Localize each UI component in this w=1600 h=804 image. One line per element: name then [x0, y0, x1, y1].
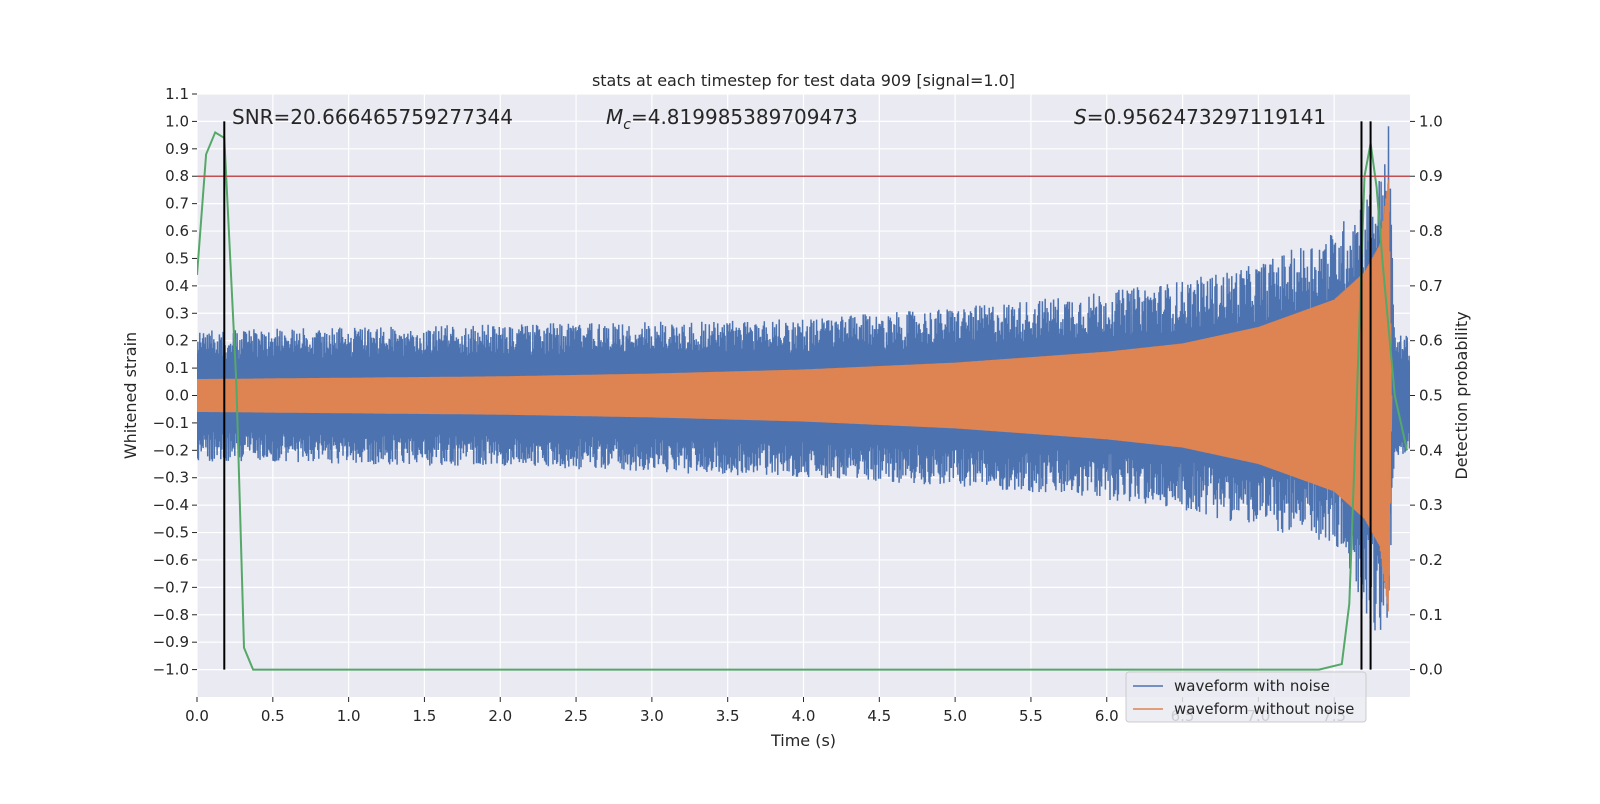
mc-symbol: M — [606, 105, 623, 129]
x-tick-label: 2.5 — [564, 707, 588, 725]
y-tick-label: −0.9 — [153, 633, 189, 651]
y-tick-label: 1.0 — [165, 112, 189, 130]
y-tick-label: −0.1 — [153, 414, 189, 432]
y-tick-label: 0.4 — [165, 277, 189, 295]
x-tick-label: 3.5 — [716, 707, 740, 725]
mc-value: =4.819985389709473 — [631, 105, 858, 129]
legend: waveform with noise waveform without noi… — [1125, 671, 1367, 723]
y2-tick-label: 0.5 — [1419, 387, 1443, 405]
score-annotation: S=0.9562473297119141 — [1074, 105, 1326, 129]
y2-tick-label: 0.0 — [1419, 661, 1443, 679]
chirp-mass-annotation: Mc=4.819985389709473 — [606, 105, 858, 133]
legend-box — [1125, 671, 1367, 723]
y2-tick-label: 0.9 — [1419, 167, 1443, 185]
y-tick-label: 1.1 — [165, 85, 189, 103]
snr-annotation: SNR=20.666465759277344 — [232, 105, 513, 129]
y2-axis-label: Detection probability — [1452, 311, 1471, 479]
y-tick-label: −0.3 — [153, 469, 189, 487]
y-tick-label: −0.8 — [153, 606, 189, 624]
y-tick-label: −1.0 — [153, 661, 189, 679]
x-tick-label: 5.5 — [1019, 707, 1043, 725]
y2-tick-label: 0.2 — [1419, 551, 1443, 569]
x-tick-label: 1.5 — [413, 707, 437, 725]
y2-tick-label: 0.6 — [1419, 332, 1443, 350]
x-tick-label: 5.0 — [943, 707, 967, 725]
y2-tick-label: 0.1 — [1419, 606, 1443, 624]
y-tick-label: 0.9 — [165, 140, 189, 158]
legend-label-clean: waveform without noise — [1174, 700, 1354, 718]
legend-label-noise: waveform with noise — [1174, 677, 1330, 695]
y-tick-label: −0.4 — [153, 496, 189, 514]
x-tick-label: 1.0 — [337, 707, 361, 725]
series-clean-line — [197, 179, 1393, 612]
y2-tick-label: 0.4 — [1419, 441, 1443, 459]
y-tick-label: 0.8 — [165, 167, 189, 185]
y-axis-label: Whitened strain — [121, 332, 140, 459]
y-tick-label: 0.5 — [165, 249, 189, 267]
x-axis-label: Time (s) — [770, 731, 836, 750]
x-tick-label: 0.5 — [261, 707, 285, 725]
x-tick-label: 3.0 — [640, 707, 664, 725]
x-tick-label: 0.0 — [185, 707, 209, 725]
y-tick-label: 0.1 — [165, 359, 189, 377]
y-tick-label: 0.2 — [165, 332, 189, 350]
y-tick-label: 0.3 — [165, 304, 189, 322]
reference-lines — [197, 121, 1410, 670]
y-tick-label: −0.5 — [153, 524, 189, 542]
y2-tick-label: 1.0 — [1419, 112, 1443, 130]
y2-tick-label: 0.3 — [1419, 496, 1443, 514]
mc-subscript: c — [623, 117, 631, 133]
y-tick-label: 0.6 — [165, 222, 189, 240]
chart-title: stats at each timestep for test data 909… — [592, 71, 1015, 90]
y-tick-label: 0.7 — [165, 195, 189, 213]
s-value: =0.9562473297119141 — [1087, 105, 1326, 129]
y2-tick-label: 0.7 — [1419, 277, 1443, 295]
x-tick-label: 4.5 — [867, 707, 891, 725]
s-symbol: S — [1074, 105, 1087, 129]
y-tick-label: −0.6 — [153, 551, 189, 569]
x-tick-label: 6.0 — [1095, 707, 1119, 725]
y-axis-ticks: 1.1 1.0 0.9 0.8 0.7 0.6 0.5 0.4 0.3 0.2 0.1 0.0 −0.1… — [153, 85, 197, 679]
y2-axis-ticks: 1.0 0.9 0.8 0.7 0.6 0.5 0.4 0.3 0.2 0.1 0.0 — [1410, 112, 1443, 679]
y-tick-label: −0.7 — [153, 578, 189, 596]
x-tick-label: 2.0 — [488, 707, 512, 725]
x-tick-label: 4.0 — [792, 707, 816, 725]
y-tick-label: 0.0 — [165, 387, 189, 405]
y2-tick-label: 0.8 — [1419, 222, 1443, 240]
y-tick-label: −0.2 — [153, 441, 189, 459]
